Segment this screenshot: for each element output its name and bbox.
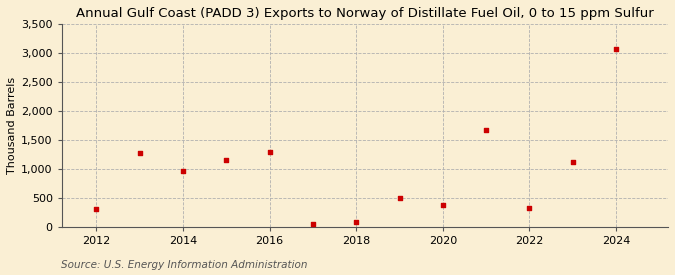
Point: [221, 158, 232, 163]
Point: [134, 151, 145, 156]
Y-axis label: Thousand Barrels: Thousand Barrels: [7, 77, 17, 174]
Point: [437, 203, 448, 207]
Point: [524, 206, 535, 211]
Point: [91, 207, 102, 211]
Point: [351, 220, 362, 224]
Point: [264, 150, 275, 154]
Point: [481, 127, 491, 132]
Title: Annual Gulf Coast (PADD 3) Exports to Norway of Distillate Fuel Oil, 0 to 15 ppm: Annual Gulf Coast (PADD 3) Exports to No…: [76, 7, 654, 20]
Point: [568, 160, 578, 164]
Point: [178, 169, 188, 174]
Point: [394, 196, 405, 200]
Point: [611, 47, 622, 51]
Text: Source: U.S. Energy Information Administration: Source: U.S. Energy Information Administ…: [61, 260, 307, 270]
Point: [308, 222, 319, 226]
